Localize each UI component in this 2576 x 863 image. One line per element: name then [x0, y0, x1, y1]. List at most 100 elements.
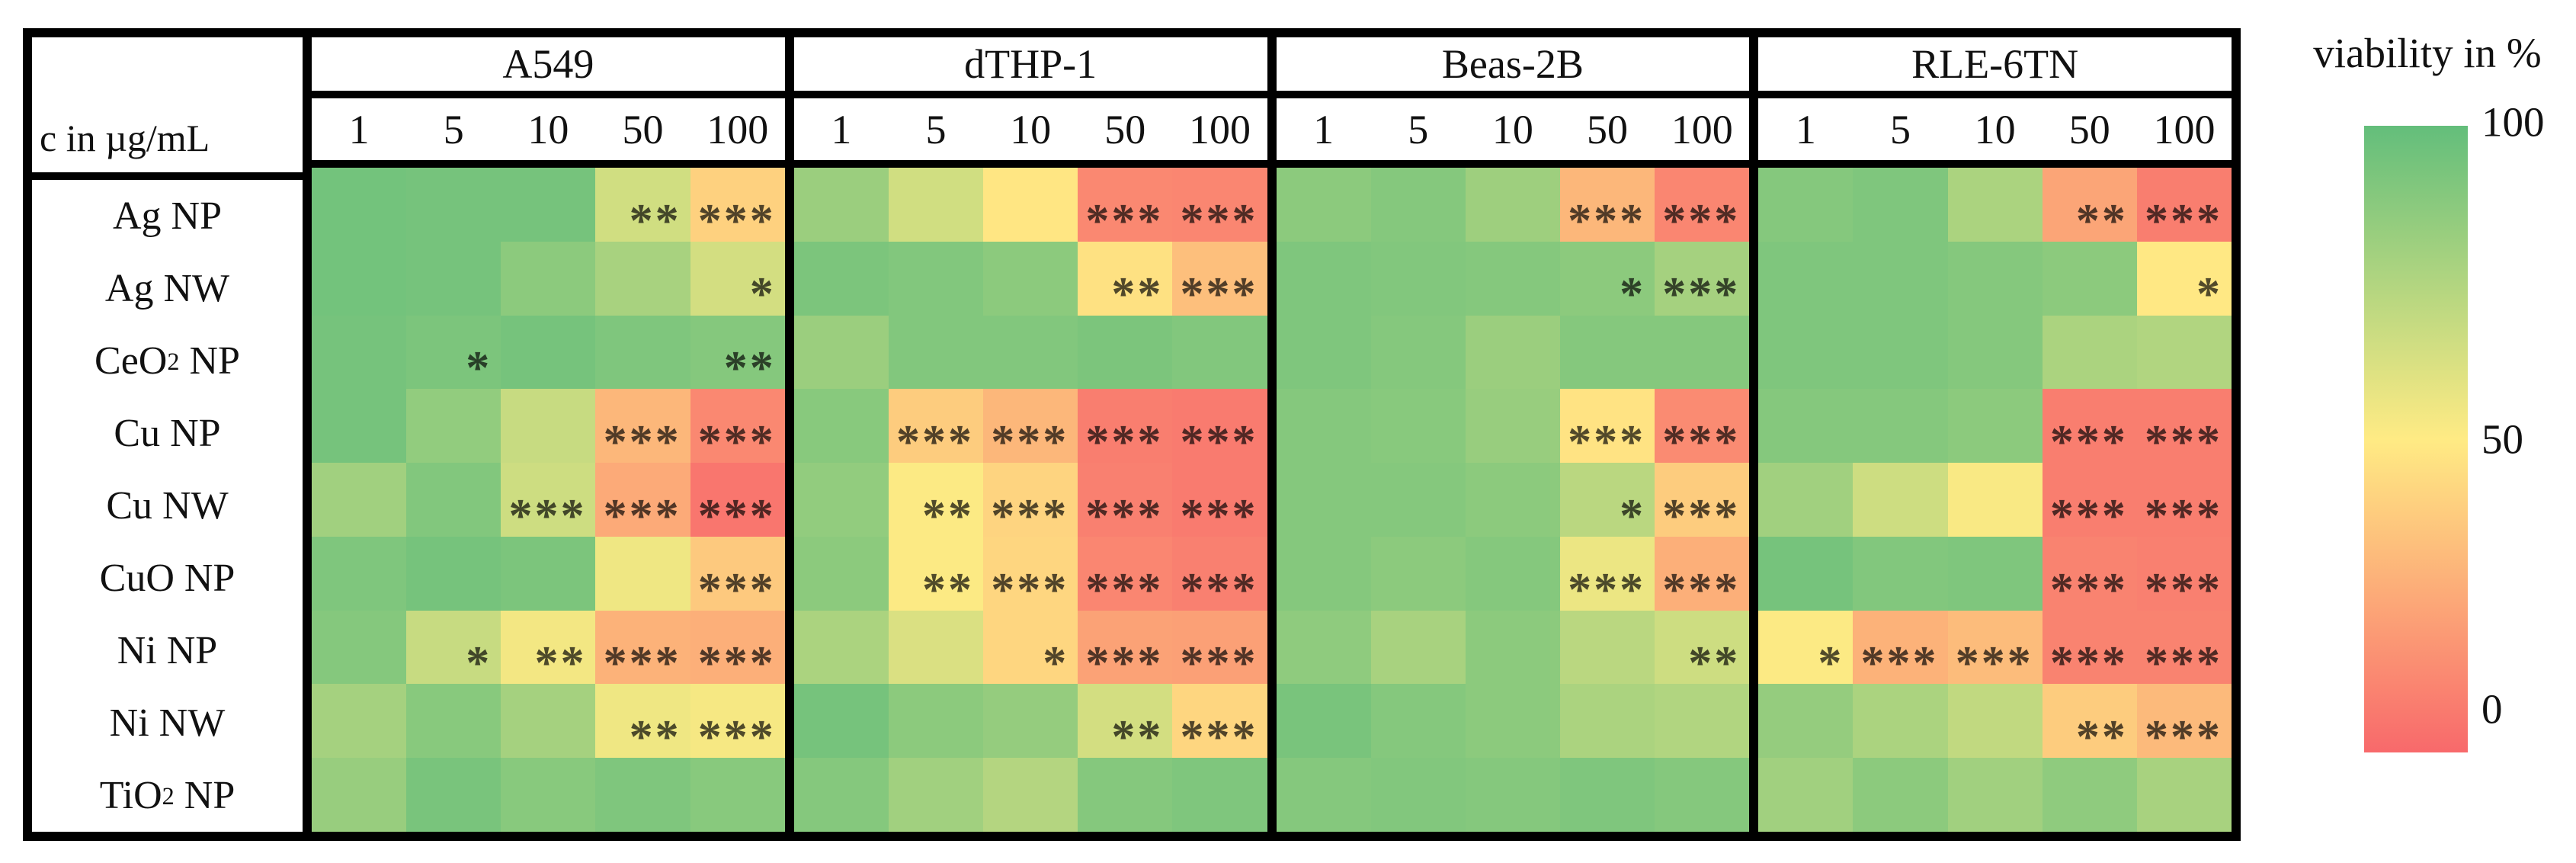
significance-asterisks: *** [1180, 194, 1258, 247]
significance-asterisks: *** [697, 637, 776, 690]
significance-asterisks: *** [697, 711, 776, 764]
heatmap-cell: *** [2136, 684, 2232, 764]
cell-line-block-beas-2b: Beas-2B 1 5 10 50 100 *** *** * *** *** *** * *** *** *… [1276, 37, 1750, 832]
significance-asterisks: *** [1180, 489, 1258, 542]
heatmap-cell [501, 389, 596, 464]
heatmap-cell: ** [595, 168, 690, 245]
heatmap-cell [1853, 241, 1948, 316]
concentration-label: 10 [1974, 106, 2016, 152]
heatmap-cell: *** [983, 389, 1078, 468]
heatmap-cell: *** [501, 463, 596, 542]
heatmap-cell [793, 684, 889, 759]
concentration-label: 1 [1795, 106, 1816, 152]
significance-asterisks: *** [2145, 711, 2222, 764]
concentration-label: 10 [1491, 106, 1533, 152]
heatmap-cell [1853, 758, 1948, 832]
heatmap-cell [1370, 610, 1466, 685]
heatmap-cell: *** [1559, 389, 1655, 466]
row-label: Ag NW [104, 267, 230, 310]
heatmap-cell: *** [2042, 536, 2137, 614]
concentration-label: 5 [1889, 106, 1911, 152]
heatmap-cell: * [2136, 241, 2232, 321]
heatmap-cell [406, 463, 501, 537]
heatmap-cell: ** [1078, 684, 1173, 764]
significance-asterisks: ** [723, 342, 776, 395]
significance-asterisks: *** [2049, 489, 2128, 542]
heatmap-cell [793, 241, 889, 316]
heatmap-cell [888, 241, 984, 316]
heatmap-cell [406, 684, 501, 759]
heatmap-cell [312, 315, 407, 390]
significance-asterisks: *** [1955, 637, 2033, 690]
heatmap-cell [1559, 610, 1655, 685]
heatmap-cell: *** [1655, 168, 1750, 247]
heatmap-cell [312, 389, 407, 464]
heatmap-cell: *** [690, 610, 785, 690]
heatmap-cell [888, 684, 984, 759]
heatmap-cell: *** [1078, 610, 1173, 687]
heatmap-cell: * [406, 610, 501, 687]
row-label: TiO 2 NP [99, 774, 235, 817]
heatmap-cell [1276, 315, 1371, 390]
heatmap-cell [1465, 389, 1560, 464]
heatmap-cell: *** [2136, 536, 2232, 616]
heatmap-cell [888, 168, 984, 242]
significance-asterisks: * [466, 342, 492, 395]
heatmap-cell [1370, 241, 1466, 316]
colorbar-tick-50: 50 [2481, 415, 2523, 463]
colorbar-title: viability in % [2313, 30, 2542, 76]
heatmap-cell: *** [1947, 610, 2043, 690]
heatmap-cell: *** [690, 684, 785, 764]
heatmap-cell [1172, 315, 1267, 390]
heatmap-cell [1758, 241, 1854, 316]
heatmap-cell [793, 168, 889, 242]
heatmap-cell [312, 536, 407, 611]
significance-asterisks: *** [2145, 489, 2222, 542]
heatmap-cell [1465, 168, 1560, 242]
heatmap-cell: *** [690, 389, 785, 466]
heatmap-cell: *** [1655, 536, 1750, 616]
heatmap-cell: *** [595, 610, 690, 690]
heatmap-cell [595, 241, 690, 316]
heatmap-cell [1655, 684, 1750, 759]
significance-asterisks: *** [1662, 563, 1741, 616]
significance-asterisks: *** [2145, 563, 2222, 616]
heatmap-cell [983, 241, 1078, 316]
significance-asterisks: *** [508, 489, 587, 542]
heatmap-cell [793, 758, 889, 832]
significance-asterisks: ** [1111, 711, 1164, 764]
heatmap-cell [793, 610, 889, 685]
heatmap-cell: *** [1172, 536, 1267, 614]
significance-asterisks: *** [1180, 711, 1258, 764]
heatmap-cell [888, 610, 984, 685]
heatmap-cell: *** [983, 536, 1078, 614]
significance-asterisks: * [749, 268, 776, 321]
heatmap-cell [2042, 315, 2137, 390]
heatmap-cell [1276, 758, 1371, 832]
heatmap-cell [312, 241, 407, 316]
heatmap-cell: *** [1655, 389, 1750, 466]
heatmap-cell: ** [888, 536, 984, 614]
concentration-unit-label: c in µg/mL [32, 37, 303, 180]
significance-asterisks: ** [2075, 194, 2128, 247]
heatmap-cell [595, 758, 690, 832]
heatmap-cell [1758, 463, 1854, 537]
heatmap-grid: ****************************************… [312, 168, 785, 832]
colorbar-tick-100: 100 [2481, 98, 2545, 146]
heatmap-cell: * [983, 610, 1078, 687]
heatmap-cell [1758, 168, 1854, 242]
significance-asterisks: *** [1568, 563, 1646, 616]
significance-asterisks: * [2196, 268, 2222, 321]
heatmap-cell [888, 758, 984, 832]
significance-asterisks: *** [1662, 194, 1741, 247]
heatmap-cell: *** [2042, 463, 2137, 542]
heatmap-cell [1276, 463, 1371, 537]
significance-asterisks: *** [991, 416, 1069, 468]
heatmap-grid: ****************************************… [793, 168, 1267, 832]
significance-asterisks: *** [603, 637, 681, 690]
significance-asterisks: ** [534, 637, 587, 690]
heatmap-cell [1465, 463, 1560, 537]
heatmap-cell [1758, 684, 1854, 759]
heatmap-cell [1853, 536, 1948, 611]
heatmap-cell: *** [1853, 610, 1948, 687]
